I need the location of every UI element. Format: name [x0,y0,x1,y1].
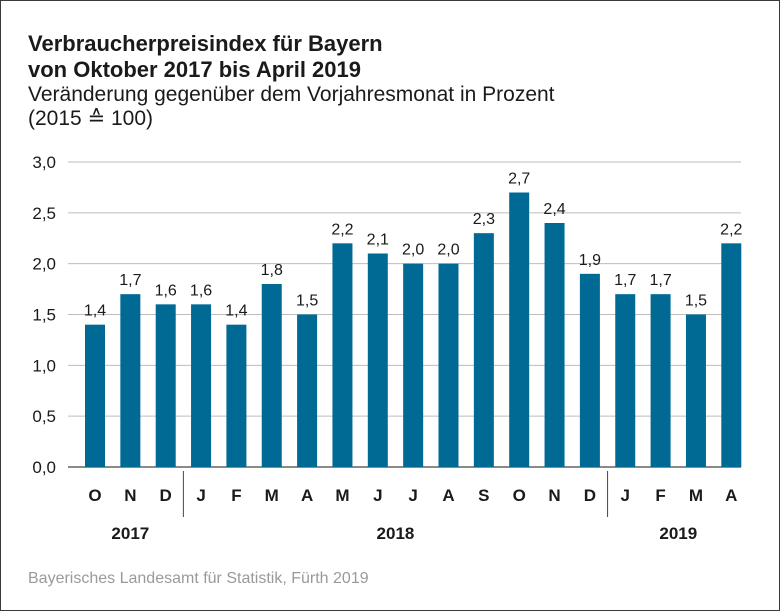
bar-value-label: 1,5 [685,293,707,310]
bar [685,314,706,467]
bar-value-label: 1,4 [84,303,106,320]
bar [544,223,565,467]
month-label: A [725,486,737,505]
bar-value-label: 1,9 [579,252,601,269]
bar [120,294,141,467]
month-label: J [621,486,630,505]
bar-value-label: 2,7 [508,171,530,188]
value-labels: 1,4 1,7 1,6 1,6 1,4 1,8 1,5 2,2 2,1 2,0 2,0 2,3 2,7 2… [84,171,743,320]
month-label: N [124,486,136,505]
month-label: M [335,486,349,505]
month-label: A [301,486,313,505]
chart-subtitle-line-2: (2015 ≙ 100) [28,107,154,130]
bar-value-label: 2,0 [437,242,459,259]
bar [297,314,318,467]
source-note: Bayerisches Landesamt für Statistik, Für… [28,570,369,587]
month-label: M [265,486,279,505]
month-label: M [689,486,703,505]
bar [261,284,282,467]
bar-value-label: 1,4 [225,303,247,320]
bar [332,243,353,467]
month-label: N [548,486,560,505]
bar-value-label: 1,6 [190,282,212,299]
y-tick-label: 0,0 [32,458,56,477]
month-label: S [478,486,489,505]
y-tick-label: 1,0 [32,356,56,375]
bar [226,324,247,467]
year-separators [182,471,609,517]
bar [473,233,494,467]
bar-value-label: 1,7 [614,272,636,289]
y-tick-label: 1,5 [32,306,56,325]
bar-value-label: 2,3 [473,211,495,228]
month-label: O [513,486,526,505]
y-tick-label: 2,5 [32,204,56,223]
month-label: A [442,486,454,505]
year-label: 2017 [111,524,149,543]
bar-chart: 0,0 0,5 1,0 1,5 2,0 2,5 3,0 1,4 1,7 1,6 1,6 1,4 1,8… [32,153,743,543]
bar-value-label: 2,4 [543,201,565,218]
bar [85,324,105,467]
bar [403,263,424,467]
bar-value-label: 1,7 [649,272,671,289]
bar [509,192,530,467]
month-label: O [88,486,101,505]
bars [85,192,742,467]
bar-value-label: 1,6 [155,282,177,299]
bar [721,243,742,467]
bar [438,263,459,467]
bar [367,253,388,467]
month-label: D [160,486,172,505]
month-label: F [231,486,241,505]
year-label: 2018 [377,524,415,543]
year-label: 2019 [659,524,697,543]
y-axis-ticks: 0,0 0,5 1,0 1,5 2,0 2,5 3,0 [32,153,56,477]
chart-title-line-2: von Oktober 2017 bis April 2019 [28,57,361,82]
y-tick-label: 2,0 [32,255,56,274]
month-label: J [196,486,205,505]
bar-value-label: 1,7 [119,272,141,289]
bar [191,304,212,467]
bar [615,294,636,467]
bar-value-label: 2,1 [367,232,389,249]
chart-title-line-1: Verbraucherpreisindex für Bayern [28,31,383,56]
month-label: D [584,486,596,505]
bar-value-label: 1,5 [296,293,318,310]
month-label: J [373,486,382,505]
month-label: J [408,486,417,505]
y-tick-label: 0,5 [32,407,56,426]
month-label: F [655,486,665,505]
bar-value-label: 2,2 [720,221,742,238]
chart-subtitle-line-1: Veränderung gegenüber dem Vorjahresmonat… [28,83,555,106]
bar-value-label: 2,2 [331,221,353,238]
y-tick-label: 3,0 [32,153,56,172]
bar-value-label: 1,8 [261,262,283,279]
bar [155,304,176,467]
bar-value-label: 2,0 [402,242,424,259]
bar [579,273,600,467]
year-labels: 2017 2018 2019 [111,524,697,543]
bar [650,294,671,467]
